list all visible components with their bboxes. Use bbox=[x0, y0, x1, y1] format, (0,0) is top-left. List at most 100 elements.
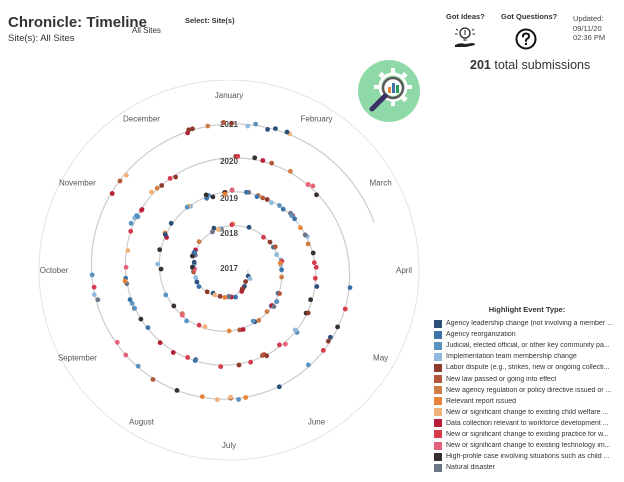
legend-item[interactable]: Implementation team membership change bbox=[434, 351, 620, 362]
event-dot[interactable] bbox=[229, 187, 235, 193]
event-dot[interactable] bbox=[196, 322, 202, 328]
event-dot[interactable] bbox=[267, 239, 273, 245]
event-dot[interactable] bbox=[265, 127, 270, 132]
event-dot[interactable] bbox=[308, 297, 313, 303]
event-dot[interactable] bbox=[190, 126, 195, 132]
event-dot[interactable] bbox=[289, 213, 294, 218]
event-dot[interactable] bbox=[328, 334, 333, 340]
event-dot[interactable] bbox=[312, 275, 318, 281]
event-dot[interactable] bbox=[269, 160, 275, 166]
event-dot[interactable] bbox=[145, 325, 151, 330]
event-dot[interactable] bbox=[199, 394, 205, 399]
event-dot[interactable] bbox=[298, 225, 303, 231]
event-dot[interactable] bbox=[217, 293, 223, 299]
event-dot[interactable] bbox=[279, 274, 284, 280]
event-dot[interactable] bbox=[222, 191, 228, 197]
event-dot[interactable] bbox=[215, 227, 221, 232]
event-dot[interactable] bbox=[277, 260, 283, 266]
event-dot[interactable] bbox=[163, 292, 169, 298]
event-dot[interactable] bbox=[91, 284, 97, 290]
event-dot[interactable] bbox=[277, 203, 282, 208]
event-dot[interactable] bbox=[214, 397, 220, 403]
legend-item[interactable]: New or significant change to existing te… bbox=[434, 440, 620, 451]
event-dot[interactable] bbox=[132, 305, 138, 311]
event-dot[interactable] bbox=[310, 250, 316, 256]
event-dot[interactable] bbox=[274, 252, 280, 258]
event-dot[interactable] bbox=[221, 120, 227, 125]
event-dot[interactable] bbox=[127, 297, 133, 302]
event-dot[interactable] bbox=[283, 341, 288, 347]
event-dot[interactable] bbox=[236, 362, 242, 368]
event-dot[interactable] bbox=[226, 328, 232, 334]
event-dot[interactable] bbox=[157, 247, 163, 253]
event-dot[interactable] bbox=[310, 183, 316, 189]
event-dot[interactable] bbox=[320, 348, 326, 353]
event-dot[interactable] bbox=[190, 264, 195, 270]
event-dot[interactable] bbox=[158, 266, 164, 272]
event-dot[interactable] bbox=[157, 340, 163, 346]
analytics-gear-icon[interactable] bbox=[358, 60, 420, 122]
event-dot[interactable] bbox=[254, 194, 260, 200]
event-dot[interactable] bbox=[274, 299, 279, 304]
event-dot[interactable] bbox=[335, 324, 340, 330]
event-dot[interactable] bbox=[185, 355, 191, 360]
event-dot[interactable] bbox=[277, 342, 282, 348]
event-dot[interactable] bbox=[109, 191, 115, 196]
legend-item[interactable]: New agency regulation or policy directiv… bbox=[434, 385, 620, 396]
event-dot[interactable] bbox=[245, 123, 251, 129]
event-dot[interactable] bbox=[269, 200, 274, 206]
event-dot[interactable] bbox=[184, 204, 190, 210]
event-dot[interactable] bbox=[273, 126, 278, 131]
site-select-dropdown[interactable]: All Sites bbox=[132, 26, 161, 35]
event-dot[interactable] bbox=[128, 228, 134, 234]
event-dot[interactable] bbox=[135, 363, 141, 369]
legend-item[interactable]: Data collection relevant to workforce de… bbox=[434, 418, 620, 429]
event-dot[interactable] bbox=[306, 362, 311, 368]
event-dot[interactable] bbox=[125, 248, 131, 253]
event-dot[interactable] bbox=[264, 309, 270, 314]
event-dot[interactable] bbox=[167, 176, 173, 181]
event-dot[interactable] bbox=[292, 216, 297, 222]
event-dot[interactable] bbox=[174, 388, 180, 393]
event-dot[interactable] bbox=[260, 158, 266, 163]
event-dot[interactable] bbox=[202, 324, 208, 330]
event-dot[interactable] bbox=[247, 276, 253, 281]
event-dot[interactable] bbox=[210, 194, 216, 200]
lightbulb-hand-icon[interactable] bbox=[452, 26, 478, 50]
legend-item[interactable]: New or significant change to existing pr… bbox=[434, 429, 620, 440]
event-dot[interactable] bbox=[138, 316, 144, 322]
event-dot[interactable] bbox=[186, 127, 192, 133]
event-dot[interactable] bbox=[248, 359, 254, 365]
legend-item[interactable]: Agency reorganization bbox=[434, 329, 620, 340]
event-dot[interactable] bbox=[261, 234, 266, 240]
event-dot[interactable] bbox=[271, 304, 277, 309]
event-dot[interactable] bbox=[229, 222, 235, 228]
event-dot[interactable] bbox=[240, 327, 246, 332]
event-dot[interactable] bbox=[243, 395, 249, 400]
event-dot[interactable] bbox=[212, 292, 218, 298]
event-dot[interactable] bbox=[305, 241, 311, 247]
event-dot[interactable] bbox=[170, 350, 176, 355]
event-dot[interactable] bbox=[173, 174, 179, 180]
event-dot[interactable] bbox=[229, 120, 235, 126]
event-dot[interactable] bbox=[171, 303, 177, 309]
event-dot[interactable] bbox=[95, 297, 101, 303]
event-dot[interactable] bbox=[256, 318, 262, 323]
event-dot[interactable] bbox=[114, 339, 120, 345]
legend-item[interactable]: Judicial, elected official, or other key… bbox=[434, 340, 620, 351]
event-dot[interactable] bbox=[314, 284, 320, 289]
event-dot[interactable] bbox=[288, 168, 293, 174]
event-dot[interactable] bbox=[243, 279, 249, 284]
event-dot[interactable] bbox=[203, 192, 209, 198]
event-dot[interactable] bbox=[240, 286, 246, 292]
event-dot[interactable] bbox=[305, 182, 311, 187]
event-dot[interactable] bbox=[284, 129, 290, 135]
event-dot[interactable] bbox=[210, 229, 215, 235]
event-dot[interactable] bbox=[190, 253, 195, 259]
event-dot[interactable] bbox=[264, 353, 270, 359]
event-dot[interactable] bbox=[193, 275, 199, 281]
event-dot[interactable] bbox=[211, 225, 217, 231]
event-dot[interactable] bbox=[205, 123, 211, 129]
event-dot[interactable] bbox=[162, 232, 168, 238]
event-dot[interactable] bbox=[168, 220, 174, 226]
